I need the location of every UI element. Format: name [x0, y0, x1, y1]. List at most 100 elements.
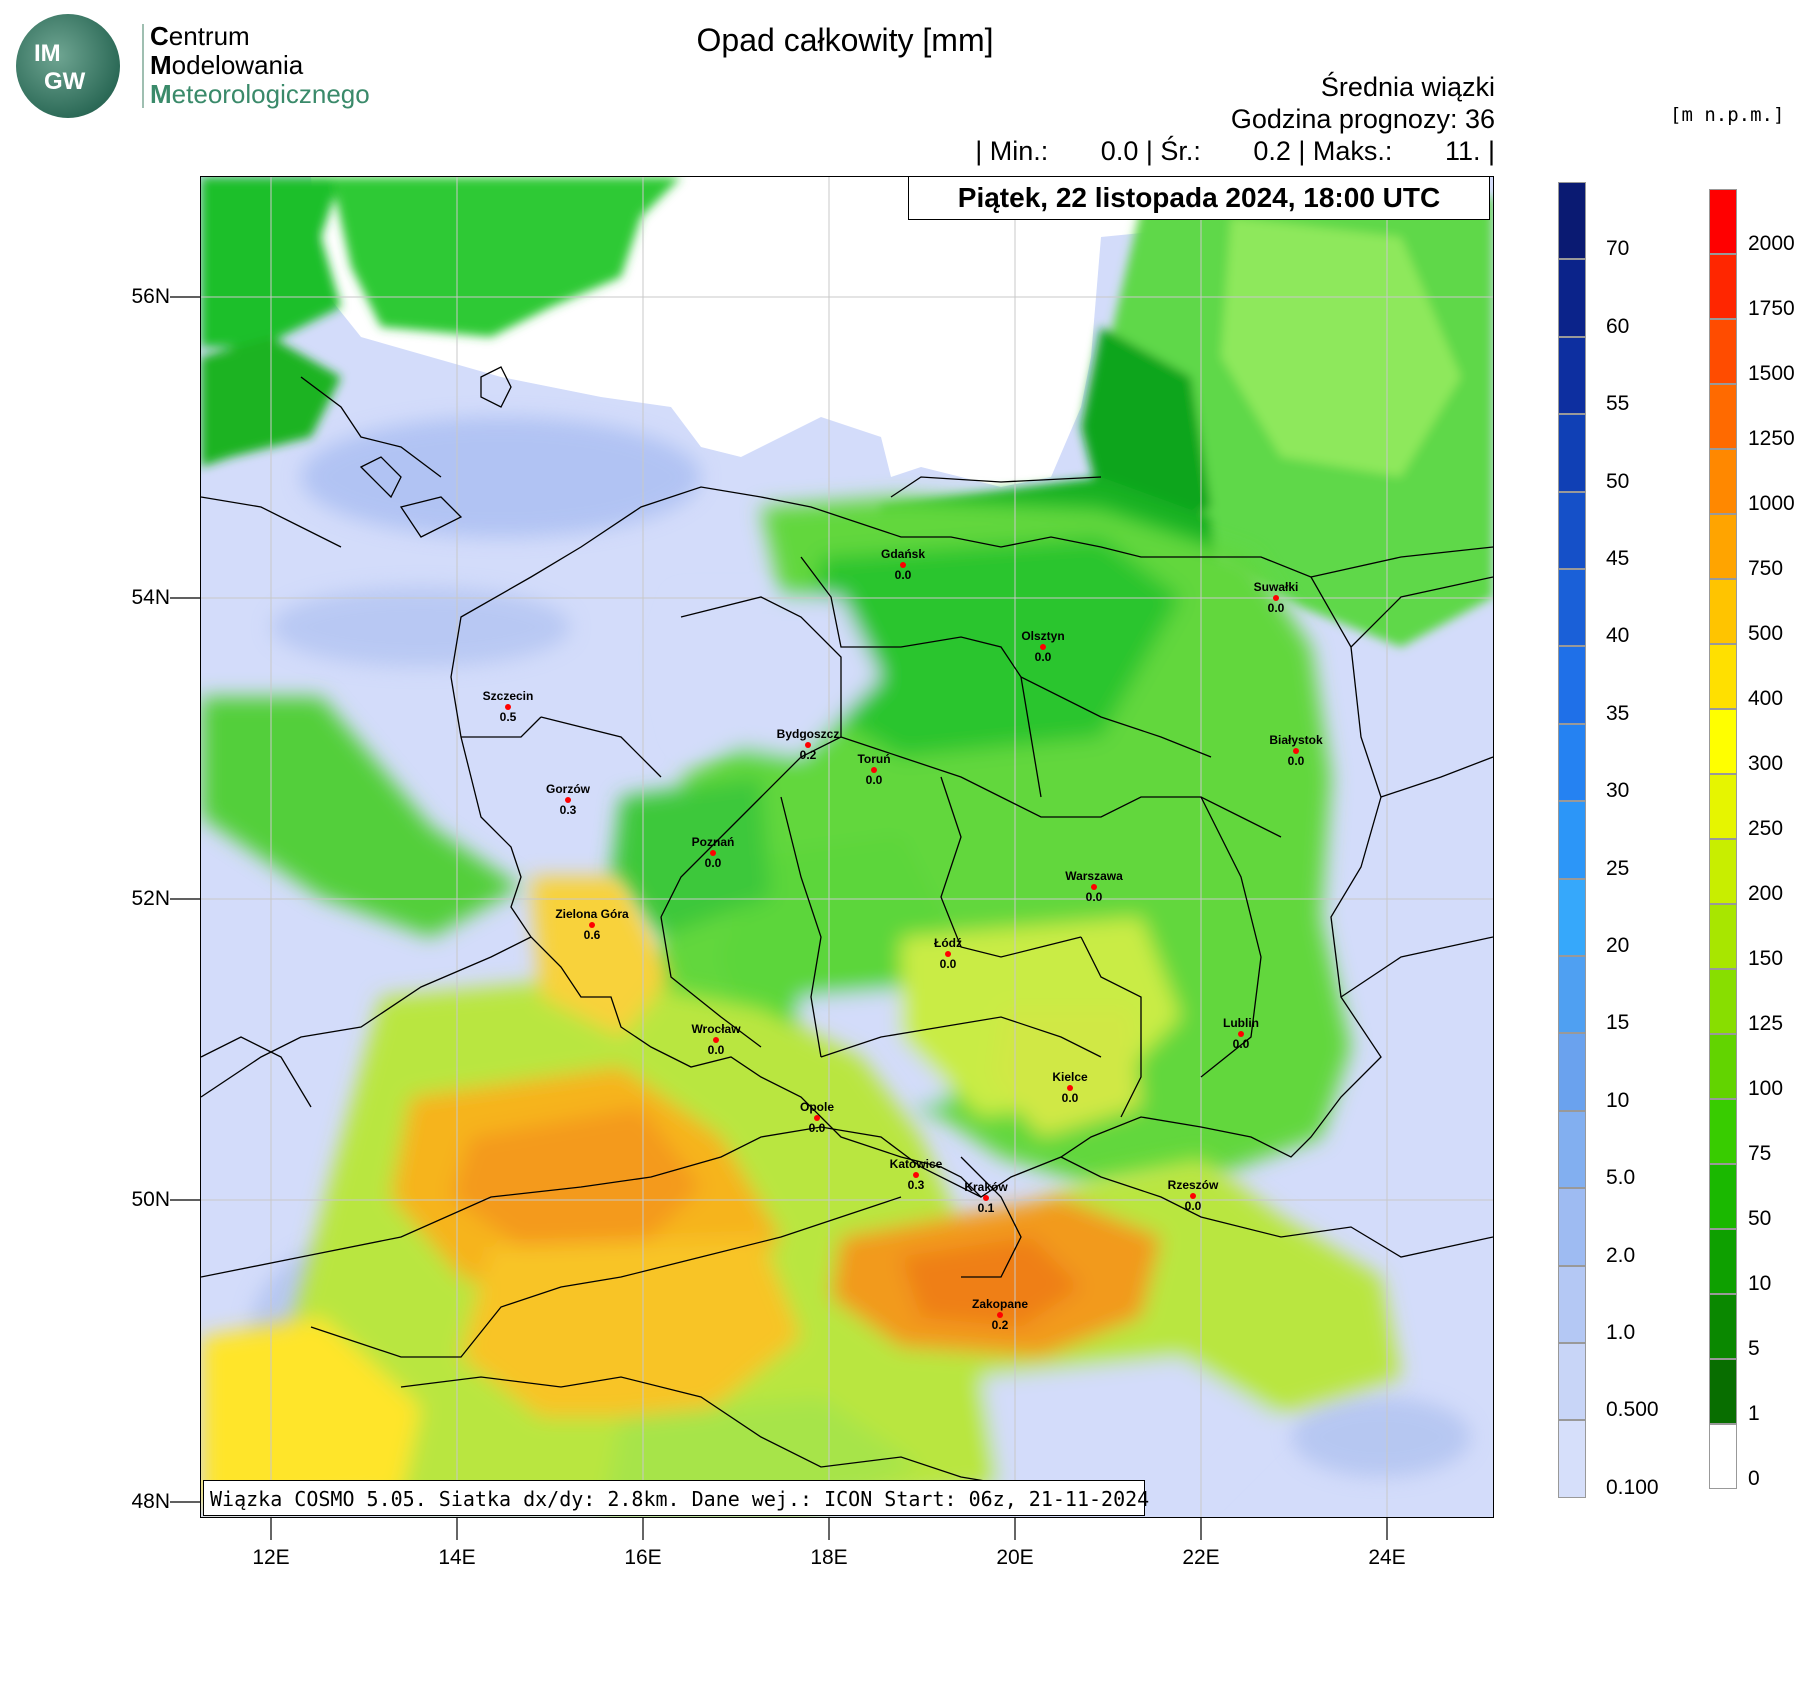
colorbar-segment — [1709, 1164, 1737, 1229]
colorbar-segment — [1709, 644, 1737, 709]
city-dot-icon — [565, 797, 571, 803]
city-name: Wrocław — [691, 1022, 741, 1036]
city-name: Poznań — [691, 835, 735, 849]
city-value: 0.6 — [583, 928, 601, 942]
colorbar-label: 40 — [1606, 624, 1630, 648]
logo-line-1: Centrum — [150, 21, 250, 51]
colorbar-label: 35 — [1606, 701, 1630, 725]
precipitation-map — [200, 176, 1494, 1518]
colorbar-label: 1250 — [1748, 427, 1795, 450]
colorbar-segment — [1709, 709, 1737, 774]
colorbar-segment — [1558, 491, 1586, 569]
colorbar-segment — [1558, 259, 1586, 337]
city-value: 0.0 — [939, 957, 957, 971]
colorbar-label: 1000 — [1748, 492, 1795, 515]
colorbar-segment — [1709, 839, 1737, 904]
city-dot-icon — [1190, 1193, 1196, 1199]
colorbar-segment — [1558, 646, 1586, 724]
colorbar-segment — [1709, 579, 1737, 644]
imgw-logo: IM GW Centrum Modelowania Meteorologiczn… — [10, 10, 382, 118]
colorbar-label: 1500 — [1748, 362, 1795, 385]
city-dot-icon — [1040, 644, 1046, 650]
colorbar-segment — [1558, 182, 1586, 260]
city-marker: Suwałki 0.0 — [1221, 581, 1331, 615]
colorbar-segment — [1558, 801, 1586, 879]
lat-lon-grid — [201, 177, 1493, 1517]
colorbar-label: 0.100 — [1606, 1475, 1659, 1499]
colorbar-label: 75 — [1748, 1142, 1772, 1165]
forecast-hour-label: Godzina prognozy: 36 — [1230, 104, 1495, 134]
city-dot-icon — [713, 1037, 719, 1043]
city-value: 0.0 — [707, 1043, 725, 1057]
city-name: Zakopane — [971, 1297, 1028, 1311]
colorbar-label: 25 — [1606, 856, 1630, 880]
colorbar-segment — [1558, 336, 1586, 415]
colorbar-label: 400 — [1748, 687, 1784, 710]
colorbar-label: 60 — [1606, 314, 1630, 338]
logo-divider — [142, 24, 144, 108]
colorbar-label: 5.0 — [1606, 1166, 1636, 1190]
city-value: 0.0 — [1287, 754, 1305, 768]
colorbar-segment — [1709, 1359, 1737, 1424]
colorbar-segment — [1709, 774, 1737, 839]
colorbar-label: 150 — [1748, 947, 1784, 970]
city-name: Białystok — [1269, 733, 1323, 747]
city-marker: Warszawa 0.0 — [1039, 870, 1149, 904]
colorbar-segment — [1709, 1034, 1737, 1099]
x-tick: 16E — [624, 1546, 662, 1569]
colorbar-label: 50 — [1606, 469, 1630, 493]
city-dot-icon — [1238, 1031, 1244, 1037]
colorbar-label: 0.500 — [1606, 1398, 1659, 1422]
colorbar-segment — [1558, 414, 1586, 492]
colorbar-segment — [1709, 904, 1737, 969]
city-name: Warszawa — [1065, 869, 1123, 883]
x-tick: 24E — [1368, 1546, 1406, 1569]
city-marker: Wrocław 0.0 — [661, 1023, 771, 1057]
colorbar-segment — [1558, 1420, 1586, 1498]
colorbar-label: 2000 — [1748, 232, 1795, 255]
colorbar-segment — [1558, 1188, 1586, 1266]
colorbar-segment — [1709, 449, 1737, 514]
city-name: Łódź — [934, 936, 962, 950]
colorbar-segment — [1709, 384, 1737, 449]
borders — [201, 376, 1493, 1488]
city-marker: Bydgoszcz 0.2 — [753, 728, 863, 762]
colorbar-segment — [1709, 514, 1737, 579]
city-value: 0.0 — [808, 1121, 826, 1135]
city-dot-icon — [1091, 884, 1097, 890]
city-marker: Opole 0.0 — [762, 1101, 872, 1135]
city-name: Lublin — [1223, 1016, 1259, 1030]
stats-label: | Min.: 0.0 | Śr.: 0.2 | Maks.: 11. | — [975, 136, 1495, 166]
city-name: Toruń — [857, 752, 891, 766]
valid-time-box: Piątek, 22 listopada 2024, 18:00 UTC — [908, 176, 1490, 220]
y-tick: 56N — [131, 285, 170, 308]
y-tick: 52N — [131, 887, 170, 910]
city-value: 0.3 — [559, 803, 577, 817]
colorbar-label: 1 — [1748, 1402, 1760, 1425]
colorbar-label: 10 — [1606, 1088, 1630, 1112]
city-marker: Poznań 0.0 — [658, 836, 768, 870]
city-name: Katowice — [889, 1157, 943, 1171]
colorbar-segment — [1709, 1424, 1737, 1489]
x-tick: 22E — [1182, 1546, 1220, 1569]
ensemble-label: Średnia wiązki — [1320, 72, 1495, 102]
map-canvas — [201, 177, 1493, 1517]
city-value: 0.1 — [977, 1201, 995, 1215]
city-marker: Kraków 0.1 — [931, 1181, 1041, 1215]
colorbar-label: 250 — [1748, 817, 1784, 840]
colorbar-segment — [1709, 1099, 1737, 1164]
colorbar-label: 2.0 — [1606, 1243, 1636, 1267]
colorbar-label: 45 — [1606, 547, 1630, 570]
city-marker: Szczecin 0.5 — [453, 690, 563, 724]
city-value: 0.0 — [1034, 650, 1052, 664]
city-dot-icon — [1067, 1085, 1073, 1091]
colorbar-label: 300 — [1748, 752, 1784, 775]
city-dot-icon — [913, 1172, 919, 1178]
city-marker: Toruń 0.0 — [819, 753, 929, 787]
city-dot-icon — [871, 767, 877, 773]
colorbar-segment — [1709, 1229, 1737, 1294]
colorbar-segment — [1709, 969, 1737, 1034]
city-marker: Kielce 0.0 — [1015, 1071, 1125, 1105]
city-name: Bydgoszcz — [776, 727, 840, 741]
